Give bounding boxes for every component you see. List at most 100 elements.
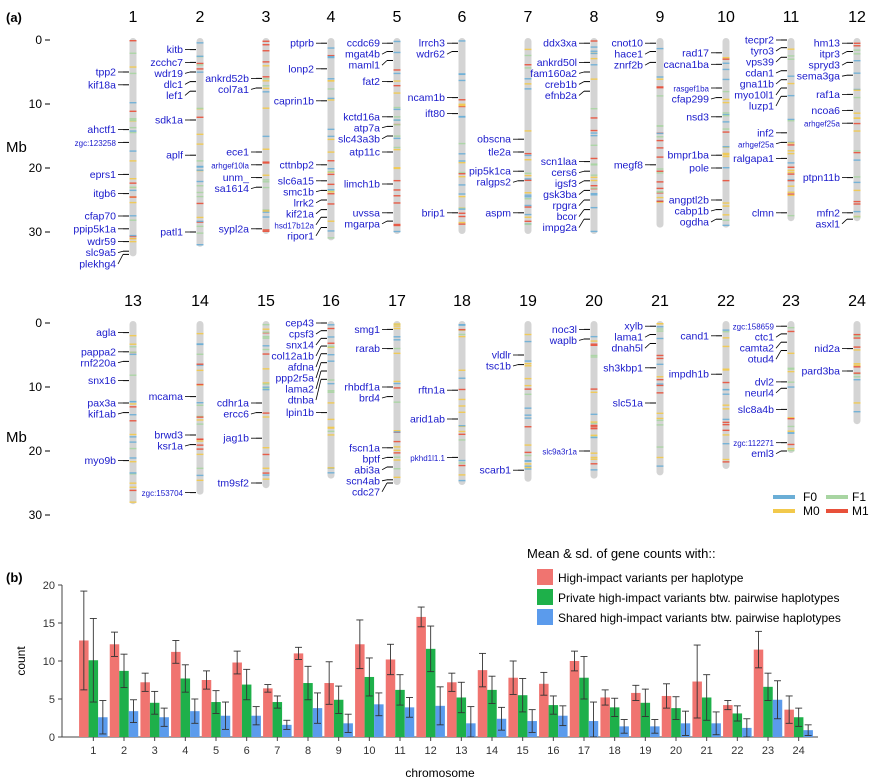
variant-band: [590, 174, 598, 176]
variant-band: [458, 161, 466, 164]
gene-label: rad17: [682, 47, 709, 59]
variant-band: [787, 432, 795, 434]
gene-label: kctd16a: [343, 111, 380, 123]
variant-band: [262, 76, 270, 78]
gene-label: hsd17b12a: [274, 221, 314, 230]
gene-label: pip5k1ca: [469, 166, 511, 178]
variant-band: [129, 501, 137, 503]
panel-b-label: (b): [6, 570, 23, 585]
gene-label: otud4: [748, 354, 774, 366]
variant-band: [129, 457, 137, 459]
variant-band: [262, 186, 270, 189]
gene-label: brip1: [422, 207, 446, 219]
variant-band: [327, 78, 335, 80]
variant-band: [458, 430, 466, 433]
gene-label: dtnba: [288, 395, 314, 407]
gene-label: caprin1b: [274, 95, 314, 107]
variant-band: [327, 151, 335, 153]
variant-band: [327, 160, 335, 162]
variant-band: [853, 189, 861, 192]
variant-band: [722, 404, 730, 406]
variant-band: [458, 212, 466, 214]
gene-label: spryd3: [808, 60, 840, 72]
variant-band: [853, 45, 861, 47]
variant-band: [722, 152, 730, 155]
gene-label: cabp1b: [675, 206, 710, 218]
gene-label: cnot10: [611, 38, 643, 50]
bar-private: [763, 686, 773, 737]
variant-band: [787, 191, 795, 193]
variant-band: [722, 369, 730, 371]
variant-band: [853, 42, 861, 44]
chromosome-bar: [262, 321, 270, 489]
variant-band: [787, 443, 795, 446]
variant-band: [656, 147, 664, 149]
variant-band: [327, 360, 335, 362]
variant-band: [590, 230, 598, 233]
variant-band: [787, 58, 795, 60]
variant-band: [722, 56, 730, 59]
variant-band: [656, 139, 664, 142]
variant-band: [722, 58, 730, 60]
variant-band: [262, 416, 270, 418]
variant-band: [327, 354, 335, 356]
chromosome-bar: [393, 321, 401, 485]
gene-leader-line: [578, 170, 585, 173]
chromosome-number: 3: [262, 9, 271, 26]
variant-band: [393, 382, 401, 385]
chromosome-bar: [524, 38, 532, 234]
variant-band: [656, 323, 664, 325]
variant-band: [327, 88, 335, 90]
variant-band: [262, 345, 270, 347]
gene-label: zgc:112271: [733, 439, 774, 448]
gene-label: impdh1b: [669, 369, 709, 381]
gene-label: snx14: [286, 340, 314, 352]
bar-private: [487, 689, 497, 737]
variant-band: [853, 60, 861, 62]
gene-leader-line: [315, 330, 322, 335]
bar-shared: [190, 711, 200, 737]
variant-band: [590, 427, 598, 430]
chromosome-number: 8: [590, 9, 599, 26]
variant-band: [393, 401, 401, 403]
gene-label: col7a1: [218, 84, 249, 96]
gene-label: tyro3: [751, 46, 775, 58]
variant-band: [262, 386, 270, 388]
variant-band: [524, 154, 532, 157]
variant-band: [787, 179, 795, 182]
variant-band: [524, 465, 532, 467]
gene-label: cfap70: [84, 211, 116, 223]
variant-band: [853, 372, 861, 374]
variant-band: [458, 171, 466, 174]
variant-band: [590, 413, 598, 416]
variant-band: [262, 179, 270, 181]
variant-band: [722, 101, 730, 104]
gene-leader-line: [578, 199, 585, 206]
variant-band: [458, 79, 466, 82]
gene-leader-line: [117, 412, 124, 415]
variant-band: [327, 390, 335, 392]
variant-band: [590, 164, 598, 166]
variant-band: [129, 489, 137, 492]
variant-band: [524, 340, 532, 343]
chromosome-bar: [590, 321, 598, 479]
variant-band: [722, 113, 730, 116]
variant-band: [722, 78, 730, 81]
legend-f0-label: F0: [803, 490, 817, 504]
gene-leader-line: [315, 379, 322, 401]
variant-band: [393, 224, 401, 227]
gene-label: ankrd52b: [205, 73, 249, 85]
chromosome-number: 21: [651, 293, 669, 310]
variant-band: [722, 421, 730, 424]
variant-band: [787, 368, 795, 370]
variant-band: [262, 107, 270, 109]
variant-band: [196, 160, 204, 162]
ytick-30-bottom: 30: [29, 508, 43, 522]
gene-label: scarb1: [479, 465, 511, 477]
gene-leader-line: [710, 97, 717, 100]
chromosome-number: 15: [257, 293, 275, 310]
